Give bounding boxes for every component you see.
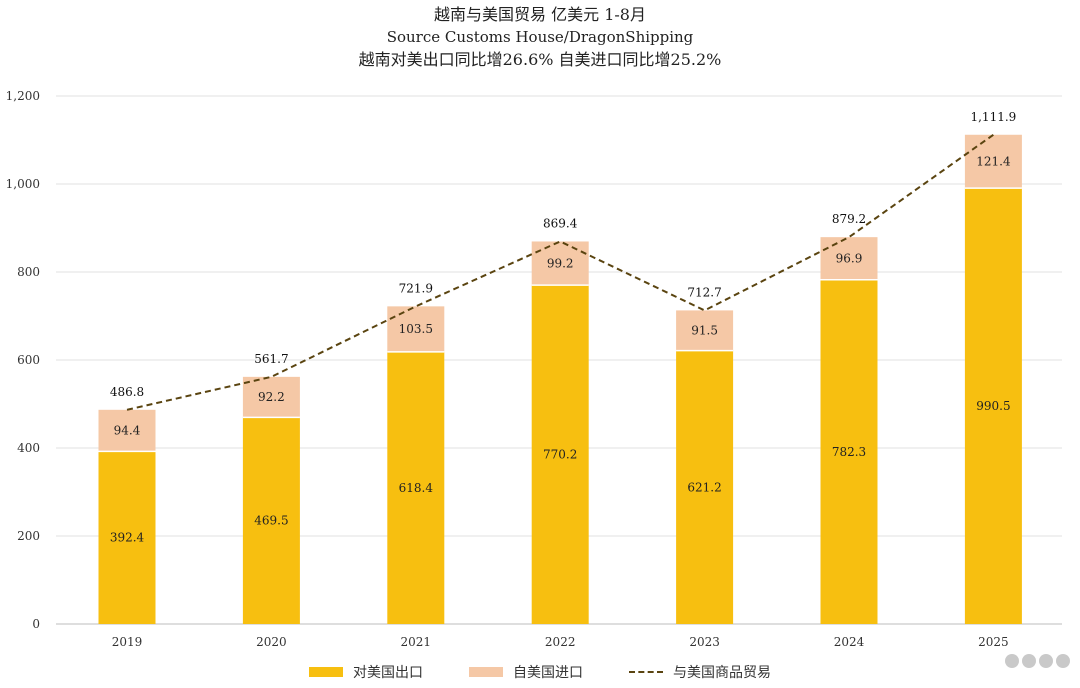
bar-export: [964, 188, 1022, 624]
bar-import: [531, 241, 589, 286]
x-tick-label: 2022: [545, 635, 576, 649]
watermark-dot: [1056, 654, 1070, 668]
bar-export-label: 469.5: [254, 514, 288, 528]
x-tick-label: 2023: [689, 635, 720, 649]
bar-import-label: 121.4: [976, 154, 1011, 168]
bar-export: [98, 451, 156, 624]
total-trade-label: 1,111.9: [970, 110, 1016, 124]
bar-export: [387, 351, 445, 624]
chart-source: Source Customs House/DragonShipping: [386, 28, 694, 46]
bar-export-label: 618.4: [399, 481, 434, 495]
bar-import: [98, 409, 156, 452]
bar-export: [242, 417, 300, 624]
y-tick-label: 1,200: [6, 89, 40, 103]
legend-item-imports: 自美国进口: [469, 662, 583, 682]
bar-export-label: 621.2: [687, 480, 721, 494]
y-tick-label: 800: [17, 265, 40, 279]
bar-import: [387, 306, 445, 352]
chart-title: 越南与美国贸易 亿美元 1-8月: [434, 5, 646, 24]
x-tick-label: 2021: [401, 635, 432, 649]
y-tick-label: 600: [17, 353, 40, 367]
legend-label-total: 与美国商品贸易: [673, 665, 771, 681]
y-tick-label: 400: [17, 441, 40, 455]
bar-import-label: 92.2: [258, 390, 285, 404]
x-tick-label: 2025: [978, 635, 1009, 649]
total-trade-label: 561.7: [254, 352, 288, 366]
watermark-dot: [1005, 654, 1019, 668]
watermark: [1005, 654, 1070, 668]
chart-legend: 对美国出口 自美国进口 与美国商品贸易: [0, 662, 1080, 682]
bar-import-label: 96.9: [836, 251, 863, 265]
legend-item-total: 与美国商品贸易: [629, 662, 771, 682]
chart-titles: 越南与美国贸易 亿美元 1-8月 Source Customs House/Dr…: [0, 4, 1080, 72]
legend-label-exports: 对美国出口: [353, 665, 423, 681]
x-tick-label: 2020: [256, 635, 287, 649]
bar-import-label: 91.5: [691, 324, 718, 338]
bar-export-label: 770.2: [543, 448, 577, 462]
total-trade-label: 879.2: [832, 212, 866, 226]
bar-export: [531, 285, 589, 624]
legend-label-imports: 自美国进口: [513, 665, 583, 681]
legend-swatch-exports: [309, 667, 343, 677]
bar-import: [820, 237, 878, 280]
bar-import: [242, 376, 300, 418]
total-trade-label: 869.4: [543, 216, 578, 230]
bar-export-label: 782.3: [832, 445, 866, 459]
bar-export: [820, 279, 878, 624]
bar-import-label: 99.2: [547, 256, 574, 270]
watermark-dot: [1039, 654, 1053, 668]
legend-swatch-imports: [469, 667, 503, 677]
total-trade-label: 486.8: [110, 385, 144, 399]
y-tick-label: 200: [17, 529, 40, 543]
x-tick-label: 2019: [112, 635, 143, 649]
total-trade-label: 712.7: [687, 285, 721, 299]
y-tick-label: 1,000: [6, 177, 40, 191]
bar-import: [964, 134, 1022, 189]
watermark-dot: [1022, 654, 1036, 668]
bar-export-label: 392.4: [110, 531, 145, 545]
bar-export-label: 990.5: [976, 399, 1010, 413]
legend-swatch-total: [629, 671, 663, 673]
total-trade-label: 721.9: [399, 281, 433, 295]
bar-import-label: 94.4: [114, 424, 141, 438]
x-tick-label: 2024: [834, 635, 865, 649]
chart-subtitle: 越南对美出口同比增26.6% 自美进口同比增25.2%: [358, 50, 722, 69]
bar-export: [676, 350, 734, 624]
y-tick-label: 0: [32, 617, 40, 631]
bar-import-label: 103.5: [399, 322, 433, 336]
bar-import: [676, 310, 734, 351]
legend-item-exports: 对美国出口: [309, 662, 423, 682]
